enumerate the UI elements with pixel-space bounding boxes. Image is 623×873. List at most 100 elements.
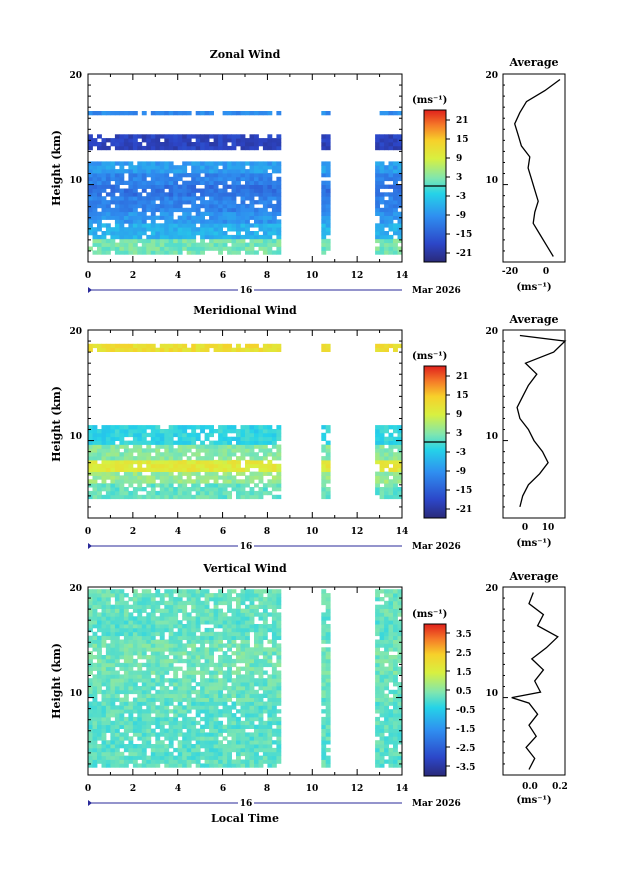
heatmap-cell [267,740,273,745]
heatmap-cell [213,471,219,476]
heatmap-cell [141,242,147,247]
heatmap-cell [164,608,170,613]
heatmap-cell [119,740,125,745]
heatmap-cell [101,479,107,484]
heatmap-cell [388,184,394,189]
heatmap-cell [177,635,183,640]
heatmap-cell [227,724,232,729]
heatmap-cell [222,173,228,178]
heatmap-cell [227,223,232,228]
heatmap-cell [267,459,273,465]
heatmap-cell [195,490,201,496]
heatmap-cell [137,487,143,492]
x-tick-label: 0 [85,784,91,794]
heatmap-cell [97,744,102,749]
heatmap-cell [132,138,138,143]
heatmap-cell [254,184,259,189]
heatmap-cell [137,211,143,216]
heatmap-cell [146,597,152,602]
axis-ticks [87,73,403,263]
heatmap-cell [141,238,147,244]
heatmap-cell [164,479,170,484]
heatmap-cell [379,759,385,764]
heatmap-cell [200,631,205,637]
heatmap-cell [276,624,282,629]
heatmap-cell [262,196,268,201]
heatmap-cell [105,763,111,768]
heatmap-cell [397,589,403,594]
heatmap-cell [110,494,116,500]
heatmap-cell [150,429,156,434]
heatmap-cell [231,608,237,613]
heatmap-cell [164,655,170,660]
heatmap-cell [276,589,282,594]
heatmap-cell [375,432,380,438]
heatmap-cell [137,624,143,629]
heatmap-cell [114,207,120,213]
heatmap-cell [164,589,170,594]
x-tick-label: 12 [351,271,364,281]
heatmap-cell [222,440,228,445]
heatmap-cell [245,184,250,189]
heatmap-cell [325,448,331,453]
heatmap-cell [218,196,223,201]
heatmap-cell [236,658,241,664]
heatmap-cell [159,207,165,213]
heatmap-cell [101,655,107,660]
heatmap-cell [209,483,214,488]
heatmap-cell [101,463,107,469]
profile-y-tick-label: 20 [485,71,498,81]
heatmap-cell [88,620,93,625]
heatmap-cell [262,169,268,174]
heatmap-cell [218,138,223,143]
heatmap-cell [97,736,102,741]
heatmap-cell [177,467,183,472]
heatmap-cell [267,138,273,143]
heatmap-cell [397,343,403,349]
heatmap-cell [88,666,93,671]
heatmap-cell [249,600,255,606]
heatmap-cell [146,689,152,695]
heatmap-cell [146,452,152,457]
heatmap-cell [186,744,192,749]
y-tick-label: 10 [69,176,82,186]
heatmap-cell [325,759,331,764]
heatmap-cell [155,747,161,753]
heatmap-cell [262,686,268,691]
heatmap-cell [321,238,327,244]
heatmap-cell [186,138,192,143]
heatmap-cell [105,604,111,609]
heatmap-cell [222,134,228,139]
colorbar-unit: (ms⁻¹) [412,95,447,106]
heatmap-cell [110,686,116,691]
heatmap-cell [204,467,210,472]
heatmap-cell [186,620,192,625]
heatmap-cell [164,452,170,457]
heatmap-cell [393,165,398,170]
heatmap-cell [388,709,394,714]
heatmap-cell [114,713,120,718]
heatmap-cell [123,763,129,768]
heatmap-cell [236,165,241,170]
heatmap-cell [393,111,398,116]
heatmap-cell [254,138,259,143]
heatmap-cell [222,674,228,679]
heatmap-cell [262,755,268,760]
heatmap-cell [209,165,214,170]
heatmap-cell [186,720,192,726]
heatmap-cell [123,200,129,205]
heatmap-cell [159,686,165,691]
heatmap-cell [213,475,219,480]
colorbar-tick-label: -3.5 [456,763,475,773]
heatmap-cell [119,697,125,702]
heatmap-cell [159,429,165,434]
heatmap-cell [271,666,277,671]
heatmap-cell [141,697,147,702]
heatmap-cell [168,651,174,656]
heatmap-cell [155,759,161,764]
heatmap-cell [236,343,241,349]
heatmap-cell [258,463,264,469]
heatmap-cell [254,666,259,671]
heatmap-cell [123,456,129,461]
heatmap-cell [177,343,183,349]
